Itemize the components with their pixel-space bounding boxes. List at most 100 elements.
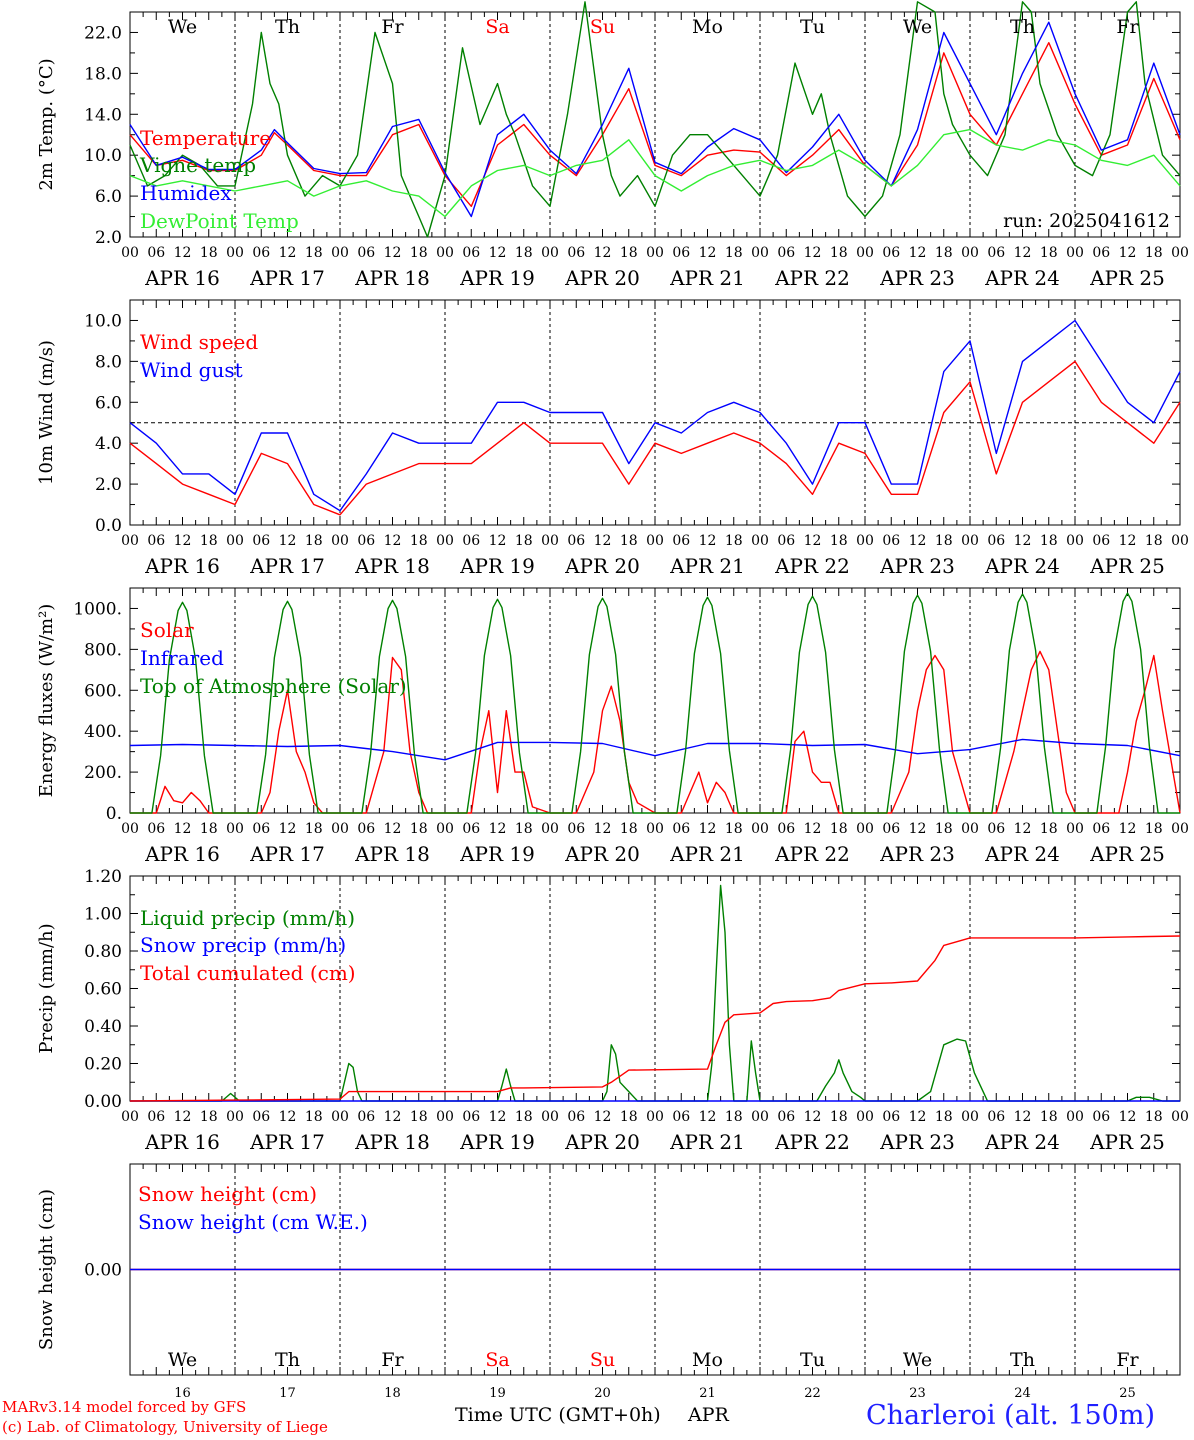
date-label: APR 16	[144, 266, 220, 290]
legend-entry: Infrared	[140, 646, 224, 670]
y-tick-label: 1.20	[84, 867, 122, 887]
hour-tick-label: 18	[830, 245, 848, 261]
day-abbr: Th	[1010, 1349, 1035, 1371]
y-tick-label: 22.0	[84, 23, 122, 43]
y-axis-label: Snow height (cm)	[36, 1189, 57, 1350]
y-tick-label: 0.00	[84, 1261, 122, 1281]
hour-tick-label: 12	[909, 533, 927, 549]
day-number-label: 25	[1119, 1386, 1136, 1401]
hour-tick-label: 00	[226, 533, 244, 549]
hour-tick-label: 12	[174, 1109, 192, 1125]
y-axis-label: 10m Wind (m/s)	[36, 340, 57, 485]
date-label: APR 23	[879, 554, 955, 578]
hour-tick-label: 06	[1092, 533, 1110, 549]
hour-tick-label: 00	[331, 245, 349, 261]
hour-tick-label: 18	[830, 533, 848, 549]
hour-tick-label: 18	[515, 533, 533, 549]
hour-tick-label: 12	[174, 533, 192, 549]
hour-tick-label: 00	[1171, 533, 1189, 549]
day-abbr: Fr	[381, 16, 404, 38]
hour-tick-label: 12	[909, 1109, 927, 1125]
hour-tick-label: 00	[646, 533, 664, 549]
hour-tick-label: 00	[1066, 821, 1084, 837]
hour-tick-label: 12	[1119, 821, 1137, 837]
panel-1: 2.0 6.0 10.0 14.0 18.0 22.0 2m Temp. (°C) Tempe…	[36, 1, 1189, 290]
date-label: APR 25	[1089, 266, 1165, 290]
hour-tick-label: 00	[226, 821, 244, 837]
hour-tick-label: 06	[672, 1109, 690, 1125]
hour-tick-label: 06	[777, 245, 795, 261]
hour-tick-label: 18	[935, 245, 953, 261]
legend-entry: Temperature	[140, 126, 271, 150]
hour-tick-label: 12	[489, 1109, 507, 1125]
hour-tick-label: 18	[1145, 533, 1163, 549]
day-abbr: Tu	[800, 16, 825, 38]
date-label: APR 19	[459, 1130, 535, 1154]
day-abbr: We	[903, 1349, 932, 1371]
date-label: APR 17	[249, 1130, 325, 1154]
date-label: APR 17	[249, 554, 325, 578]
hour-tick-label: 18	[620, 821, 638, 837]
hour-tick-label: 06	[567, 1109, 585, 1125]
legend-entry: Snow height (cm W.E.)	[138, 1210, 368, 1234]
hour-tick-label: 18	[1040, 821, 1058, 837]
hour-tick-label: 00	[121, 1109, 139, 1125]
series-line-infrared	[129, 738, 1181, 761]
date-label: APR 21	[669, 554, 745, 578]
hour-tick-label: 18	[935, 1109, 953, 1125]
hour-tick-label: 12	[594, 821, 612, 837]
hour-tick-label: 06	[462, 245, 480, 261]
hour-tick-label: 12	[909, 245, 927, 261]
day-abbr: Tu	[800, 1349, 825, 1371]
date-label: APR 23	[879, 1130, 955, 1154]
hour-tick-label: 18	[410, 245, 428, 261]
hour-tick-label: 18	[725, 821, 743, 837]
hour-tick-label: 06	[777, 821, 795, 837]
date-label: APR 24	[984, 842, 1060, 866]
date-label: APR 22	[774, 266, 850, 290]
hour-tick-label: 18	[620, 533, 638, 549]
legend-entry: Liquid precip (mm/h)	[140, 906, 355, 930]
y-tick-label: 400.	[84, 722, 122, 742]
date-label: APR 25	[1089, 1130, 1165, 1154]
date-label: APR 20	[564, 266, 640, 290]
hour-tick-label: 06	[462, 533, 480, 549]
hour-tick-label: 00	[856, 533, 874, 549]
hour-tick-label: 00	[856, 245, 874, 261]
series-line-vigne-temp	[129, 1, 1181, 238]
hour-tick-label: 12	[1014, 821, 1032, 837]
date-label: APR 18	[354, 554, 430, 578]
hour-tick-label: 00	[961, 821, 979, 837]
hour-tick-label: 12	[384, 245, 402, 261]
series-line-wind-gust	[129, 319, 1181, 512]
hour-tick-label: 00	[1066, 245, 1084, 261]
date-label: APR 22	[774, 1130, 850, 1154]
y-axis-label: Precip (mm/h)	[36, 923, 57, 1053]
hour-tick-label: 06	[987, 1109, 1005, 1125]
hour-tick-label: 12	[384, 533, 402, 549]
y-tick-label: 2.0	[95, 228, 122, 248]
day-abbr: Sa	[485, 1349, 509, 1371]
day-number-label: 16	[174, 1386, 191, 1401]
hour-tick-label: 18	[410, 533, 428, 549]
y-tick-label: 800.	[84, 640, 122, 660]
hour-tick-label: 06	[987, 245, 1005, 261]
date-label: APR 18	[354, 842, 430, 866]
hour-tick-label: 18	[935, 533, 953, 549]
hour-tick-label: 18	[830, 1109, 848, 1125]
day-abbr: Fr	[1116, 16, 1139, 38]
hour-tick-label: 06	[777, 533, 795, 549]
date-label: APR 25	[1089, 842, 1165, 866]
hour-tick-label: 12	[804, 245, 822, 261]
day-number-label: 17	[279, 1386, 296, 1401]
panel-2: 0.0 2.0 4.0 6.0 8.0 10.0 10m Wind (m/s) Wind sp…	[36, 299, 1189, 578]
hour-tick-label: 12	[489, 821, 507, 837]
plot-frame	[129, 11, 1181, 238]
date-label: APR 20	[564, 554, 640, 578]
date-label: APR 17	[249, 266, 325, 290]
hour-tick-label: 06	[462, 1109, 480, 1125]
hour-tick-label: 12	[1119, 1109, 1137, 1125]
panel-4: 0.00 0.20 0.40 0.60 0.80 1.00 1.20 Precip (mm/h…	[36, 867, 1189, 1154]
y-tick-label: 0.	[106, 804, 122, 824]
